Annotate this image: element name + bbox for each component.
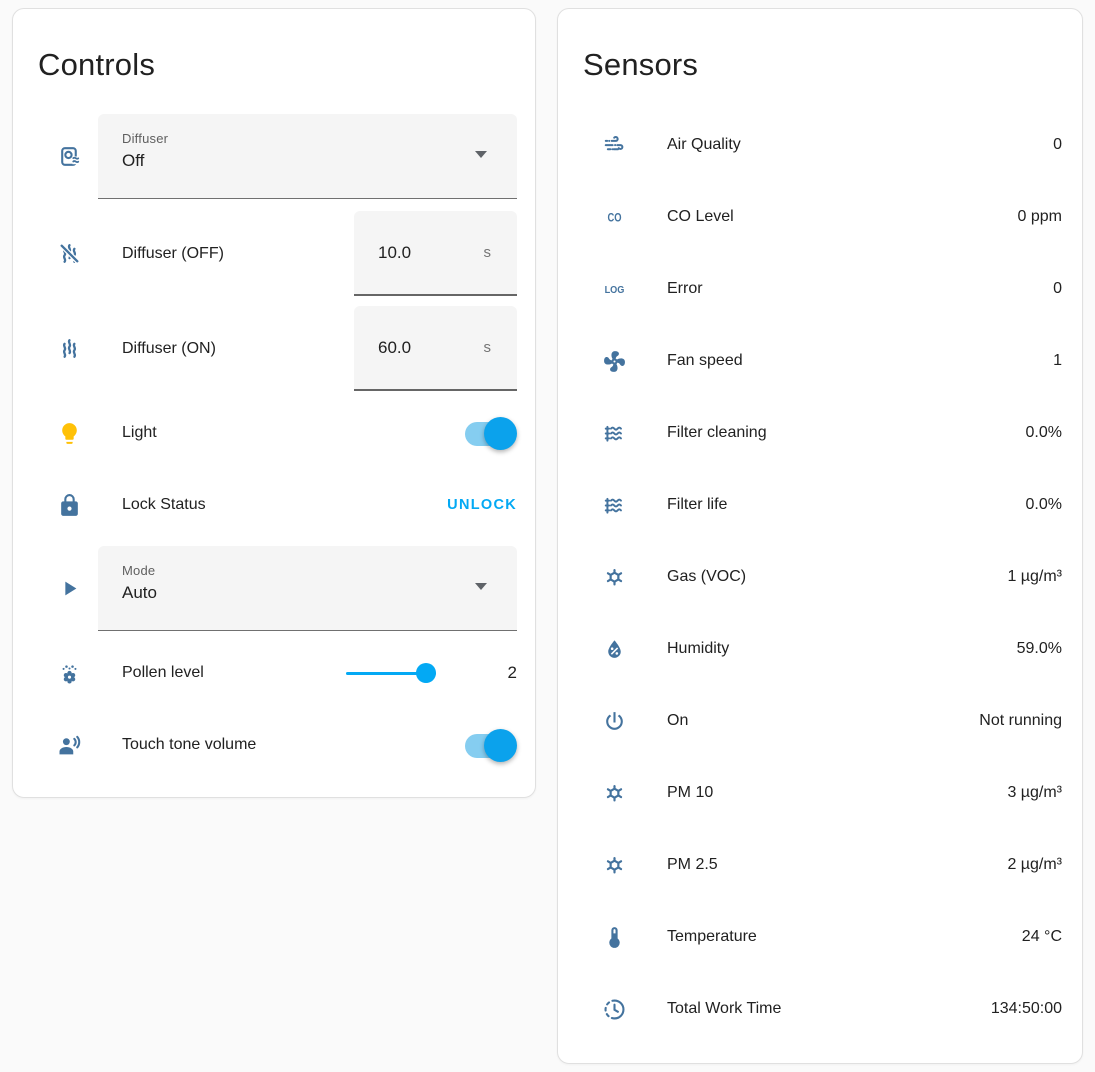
molecule-icon xyxy=(602,781,627,806)
diffuser-on-label: Diffuser (ON) xyxy=(122,339,216,357)
pollen-slider[interactable] xyxy=(346,657,446,689)
sensor-row[interactable]: LOG Error 0 xyxy=(558,253,1082,325)
sensor-row[interactable]: Temperature 24 °C xyxy=(558,901,1082,973)
sensor-row[interactable]: Fan speed 1 xyxy=(558,325,1082,397)
unlock-button[interactable]: UNLOCK xyxy=(447,497,517,513)
diffuser-off-unit: s xyxy=(483,244,492,261)
sensors-card-title: Sensors xyxy=(583,47,699,82)
sensor-row[interactable]: PM 10 3 µg/m³ xyxy=(558,757,1082,829)
thermometer-icon xyxy=(602,925,627,950)
play-icon xyxy=(57,576,82,601)
mode-select[interactable]: Mode Auto xyxy=(98,546,517,631)
control-row-diffuser-on: Diffuser (ON) 60.0 s xyxy=(13,306,535,391)
sensor-row[interactable]: Gas (VOC) 1 µg/m³ xyxy=(558,541,1082,613)
math-log-icon: LOG xyxy=(602,277,627,302)
sensor-row[interactable]: On Not running xyxy=(558,685,1082,757)
svg-text:LOG: LOG xyxy=(605,285,625,296)
pollen-slider-thumb[interactable] xyxy=(416,663,436,683)
lock-label: Lock Status xyxy=(122,496,206,513)
control-row-mode: Mode Auto xyxy=(57,546,517,631)
control-row-pollen: Pollen level 2 xyxy=(13,637,535,709)
touch-tone-toggle-thumb xyxy=(484,728,517,762)
sensor-list: Air Quality 0 CO CO Level 0 ppm LOG Erro… xyxy=(558,109,1082,1045)
diffuser-select-label: Diffuser xyxy=(122,131,169,146)
light-toggle-thumb xyxy=(484,416,517,450)
air-filter-icon xyxy=(602,493,627,518)
diffuser-on-unit: s xyxy=(483,339,492,356)
sensor-row[interactable]: Humidity 59.0% xyxy=(558,613,1082,685)
svg-text:CO: CO xyxy=(607,210,621,224)
diffuser-off-label: Diffuser (OFF) xyxy=(122,244,224,262)
diffuser-on-input[interactable]: 60.0 s xyxy=(354,306,517,391)
scent-box-icon xyxy=(57,144,82,169)
account-voice-icon xyxy=(57,733,82,758)
sensor-row[interactable]: PM 2.5 2 µg/m³ xyxy=(558,829,1082,901)
sensor-row[interactable]: Filter cleaning 0.0% xyxy=(558,397,1082,469)
mode-select-label: Mode xyxy=(122,563,156,578)
sensors-card: Sensors Air Quality 0 CO CO Level 0 ppm … xyxy=(557,8,1083,1064)
control-row-lock: Lock Status UNLOCK xyxy=(13,469,535,541)
fan-icon xyxy=(602,349,627,374)
sensor-row[interactable]: CO CO Level 0 ppm xyxy=(558,181,1082,253)
touch-tone-toggle[interactable] xyxy=(465,728,517,762)
chevron-down-icon xyxy=(475,151,487,158)
molecule-icon xyxy=(602,565,627,590)
sensor-row[interactable]: Filter life 0.0% xyxy=(558,469,1082,541)
water-percent-icon xyxy=(602,637,627,662)
light-label: Light xyxy=(122,424,157,441)
scent-off-icon xyxy=(57,241,82,266)
controls-card: Controls Diffuser Off Diffuser (OFF) xyxy=(12,8,536,798)
control-row-touch-tone: Touch tone volume xyxy=(13,709,535,781)
control-row-diffuser: Diffuser Off xyxy=(57,114,517,199)
diffuser-select-value: Off xyxy=(122,151,145,170)
power-icon xyxy=(602,709,627,734)
diffuser-select[interactable]: Diffuser Off xyxy=(98,114,517,199)
progress-clock-icon xyxy=(602,997,627,1022)
pollen-label: Pollen level xyxy=(122,664,204,681)
diffuser-off-input[interactable]: 10.0 s xyxy=(354,211,517,296)
diffuser-off-value: 10.0 xyxy=(378,242,412,262)
lightbulb-icon xyxy=(57,421,82,446)
light-toggle[interactable] xyxy=(465,416,517,450)
air-filter-icon xyxy=(602,421,627,446)
sensor-row[interactable]: Air Quality 0 xyxy=(558,109,1082,181)
scent-icon xyxy=(57,336,82,361)
pollen-value: 2 xyxy=(507,663,517,682)
diffuser-on-value: 60.0 xyxy=(378,337,412,357)
chevron-down-icon xyxy=(475,583,487,590)
controls-card-title: Controls xyxy=(38,47,156,82)
weather-dust-icon xyxy=(602,133,627,158)
pollen-slider-track xyxy=(346,671,436,675)
sensor-row[interactable]: Total Work Time 134:50:00 xyxy=(558,973,1082,1045)
lock-icon xyxy=(57,493,82,518)
control-row-light: Light xyxy=(13,397,535,469)
mode-select-value: Auto xyxy=(122,583,157,602)
molecule-co-icon: CO xyxy=(602,205,627,230)
flower-pollen-icon xyxy=(57,661,82,686)
control-row-diffuser-off: Diffuser (OFF) 10.0 s xyxy=(13,211,535,296)
molecule-icon xyxy=(602,853,627,878)
touch-tone-label: Touch tone volume xyxy=(122,736,257,753)
